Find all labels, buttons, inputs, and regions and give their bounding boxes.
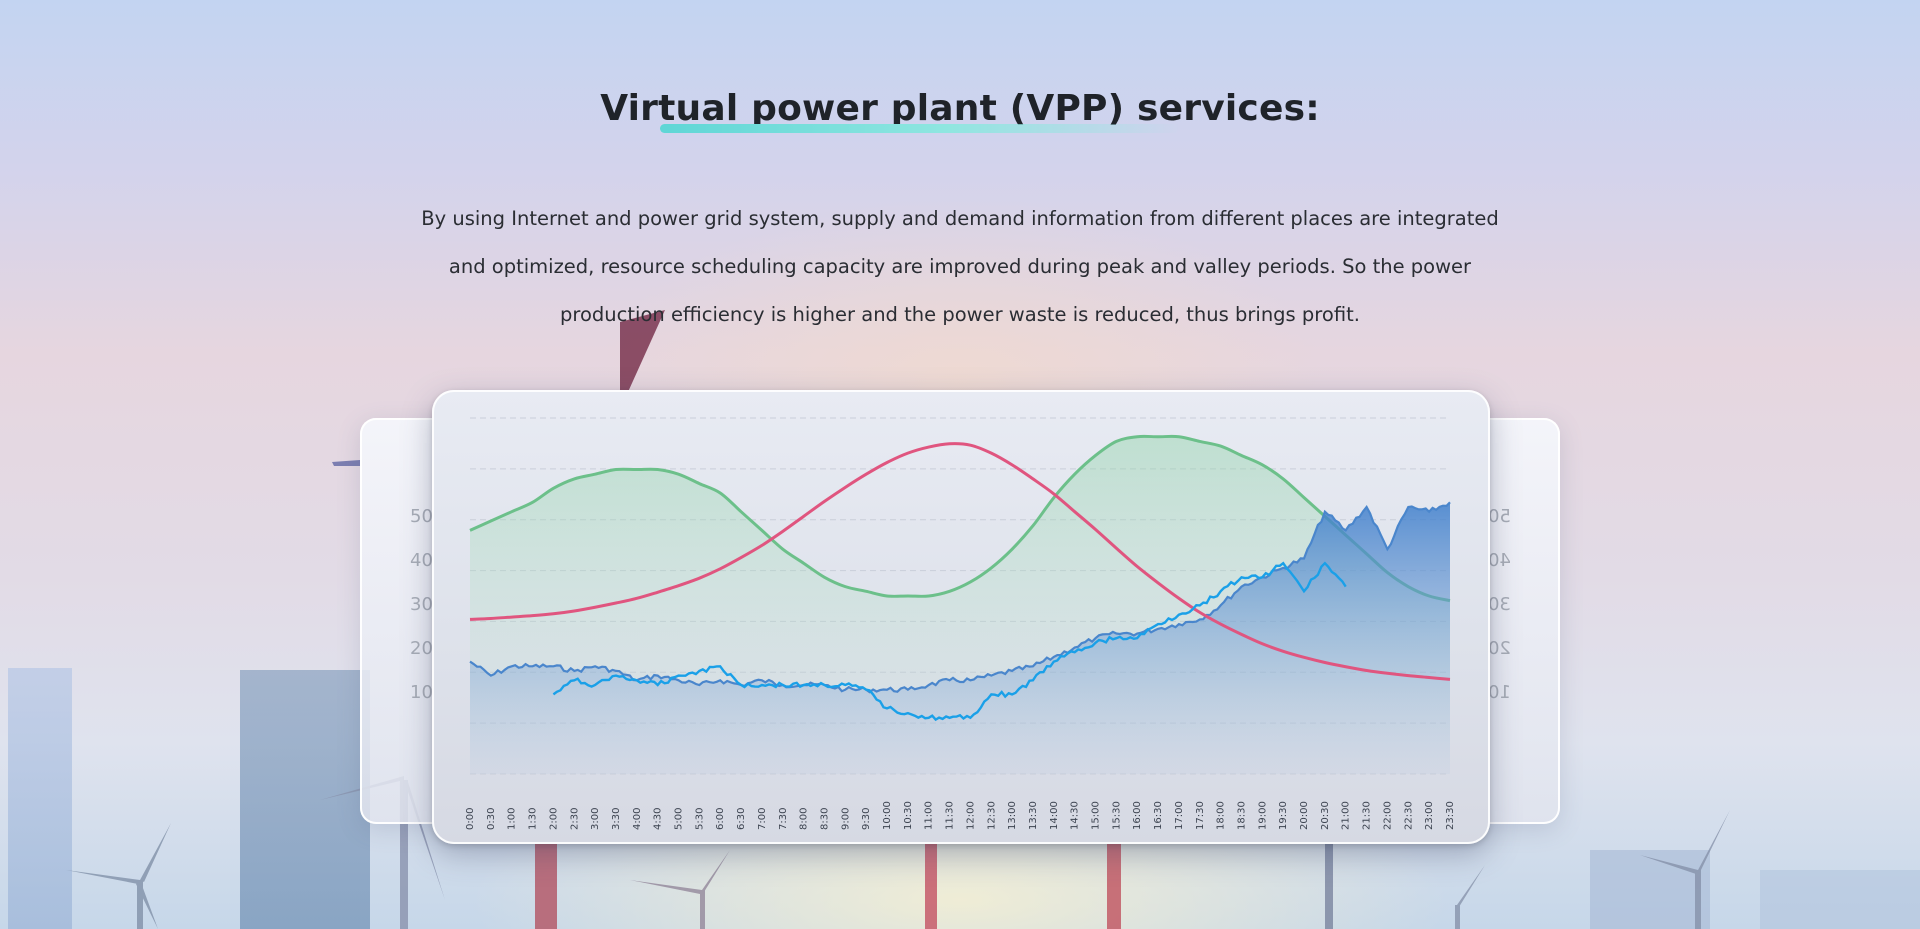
x-tick-label: 10:30 xyxy=(903,801,914,830)
wind-turbine-left xyxy=(66,823,171,929)
back-tick-right-30: 30 xyxy=(1488,594,1511,615)
building-left-2 xyxy=(240,670,370,929)
x-tick-label: 4:30 xyxy=(653,808,664,830)
x-tick-label: 1:30 xyxy=(528,808,539,830)
back-tick-right-50: 50 xyxy=(1488,506,1511,527)
green-curve xyxy=(469,434,1451,603)
x-tick-label: 6:00 xyxy=(715,808,726,830)
title-underline xyxy=(660,124,1180,133)
blue-area-fill xyxy=(470,502,1450,774)
x-tick-label: 7:30 xyxy=(778,808,789,830)
x-tick-label: 5:00 xyxy=(674,808,685,830)
x-tick-label: 2:00 xyxy=(548,808,559,830)
blue-line xyxy=(552,561,1347,722)
x-tick-label: 21:30 xyxy=(1362,801,1373,830)
x-tick-label: 8:00 xyxy=(799,808,810,830)
x-tick-label: 17:00 xyxy=(1174,801,1185,830)
x-tick-label: 0:00 xyxy=(465,808,476,830)
x-tick-label: 19:30 xyxy=(1278,801,1289,830)
x-tick-label: 23:00 xyxy=(1424,801,1435,830)
x-tick-label: 11:30 xyxy=(945,801,956,830)
x-tick-label: 23:30 xyxy=(1445,801,1456,830)
x-tick-label: 17:30 xyxy=(1195,801,1206,830)
x-tick-label: 5:30 xyxy=(694,808,705,830)
back-tick-left-40: 40 xyxy=(410,550,433,571)
back-tick-right-20: 20 xyxy=(1488,638,1511,659)
x-tick-label: 0:30 xyxy=(486,808,497,830)
back-tick-left-50: 50 xyxy=(410,506,433,527)
x-tick-label: 11:00 xyxy=(924,801,935,830)
x-tick-label: 20:00 xyxy=(1299,801,1310,830)
power-chart: 0:00 0:30 1:00 1:30 2:00 2:30 3:00 3:30 4:00 4:30… xyxy=(465,417,1456,830)
x-tick-label: 8:30 xyxy=(819,808,830,830)
page-title: Virtual power plant (VPP) services: xyxy=(600,88,1320,129)
back-tick-left-20: 20 xyxy=(410,638,433,659)
x-tick-label: 9:00 xyxy=(840,808,851,830)
x-tick-label: 3:00 xyxy=(590,808,601,830)
x-tick-label: 12:00 xyxy=(965,801,976,830)
building-right-2 xyxy=(1760,870,1920,929)
x-tick-label: 15:00 xyxy=(1091,801,1102,830)
x-tick-label: 15:30 xyxy=(1111,801,1122,830)
chart-panel: 0:00 0:30 1:00 1:30 2:00 2:30 3:00 3:30 4:00 4:30… xyxy=(432,390,1490,844)
x-axis-ticks: 0:00 0:30 1:00 1:30 2:00 2:30 3:00 3:30 4:00 4:30… xyxy=(465,801,1456,830)
x-tick-label: 7:00 xyxy=(757,808,768,830)
x-tick-label: 14:30 xyxy=(1070,801,1081,830)
red-curve xyxy=(469,442,1451,681)
back-tick-left-30: 30 xyxy=(410,594,433,615)
description-line-1: By using Internet and power grid system,… xyxy=(421,207,1499,230)
back-tick-right-10: 10 xyxy=(1488,682,1511,703)
chart-series xyxy=(469,434,1451,774)
x-tick-label: 22:00 xyxy=(1382,801,1393,830)
x-tick-label: 18:30 xyxy=(1236,801,1247,830)
page-description: By using Internet and power grid system,… xyxy=(420,195,1500,339)
x-tick-label: 12:30 xyxy=(986,801,997,830)
x-tick-label: 16:30 xyxy=(1153,801,1164,830)
x-tick-label: 22:30 xyxy=(1403,801,1414,830)
x-tick-label: 14:00 xyxy=(1049,801,1060,830)
x-tick-label: 10:00 xyxy=(882,801,893,830)
x-tick-label: 16:00 xyxy=(1132,801,1143,830)
wind-turbine-center xyxy=(332,310,1333,929)
building-right xyxy=(1590,850,1710,929)
x-tick-label: 20:30 xyxy=(1320,801,1331,830)
wind-turbine-small xyxy=(630,810,1730,929)
x-tick-label: 4:00 xyxy=(632,808,643,830)
x-tick-label: 21:00 xyxy=(1341,801,1352,830)
x-tick-label: 13:30 xyxy=(1028,801,1039,830)
x-tick-label: 2:30 xyxy=(569,808,580,830)
building-left xyxy=(8,668,72,929)
back-tick-right-40: 40 xyxy=(1488,550,1511,571)
x-tick-label: 1:00 xyxy=(507,808,518,830)
x-tick-label: 18:00 xyxy=(1216,801,1227,830)
x-tick-label: 9:30 xyxy=(861,808,872,830)
x-tick-label: 3:30 xyxy=(611,808,622,830)
description-line-2: and optimized, resource scheduling capac… xyxy=(448,255,1472,278)
x-tick-label: 6:30 xyxy=(736,808,747,830)
back-tick-left-10: 10 xyxy=(410,682,433,703)
x-tick-label: 13:00 xyxy=(1007,801,1018,830)
description-line-3: production efficiency is higher and the … xyxy=(560,303,1360,326)
x-tick-label: 19:00 xyxy=(1257,801,1268,830)
